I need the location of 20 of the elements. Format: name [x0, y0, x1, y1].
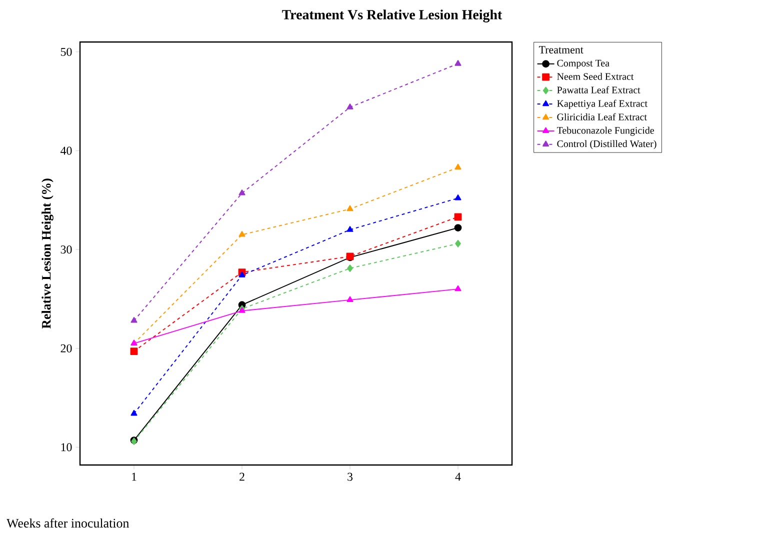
legend-label: Pawatta Leaf Extract: [557, 86, 640, 94]
y-tick-label: 30: [60, 245, 72, 254]
y-tick-label: 20: [60, 344, 72, 352]
legend-label: Gliricidia Leaf Extract: [557, 113, 647, 120]
legend-label: Kapettiya Leaf Extract: [557, 100, 648, 109]
legend-label: Compost Tea: [557, 60, 610, 69]
legend-title: Treatment: [538, 46, 584, 54]
y-axis-title: Relative Lesion Height (%): [42, 178, 54, 329]
x-tick-label: 4: [455, 472, 461, 481]
legend-label: Tebuconazole Fungicide: [556, 126, 654, 136]
legend-label: Control (Distilled Water): [557, 140, 656, 150]
chart-title: Treatment Vs Relative Lesion Height: [282, 10, 502, 22]
y-tick-label: 40: [60, 146, 72, 155]
y-tick-label: 50: [60, 48, 72, 56]
y-tick-label: 10: [61, 443, 72, 452]
x-tick-label: 3: [348, 472, 353, 481]
x-axis-title: Weeks after inoculation: [6, 518, 130, 528]
x-tick-label: 2: [240, 472, 244, 481]
x-tick-label: 1: [132, 472, 136, 481]
legend-label: Neem Seed Extract: [557, 72, 634, 80]
